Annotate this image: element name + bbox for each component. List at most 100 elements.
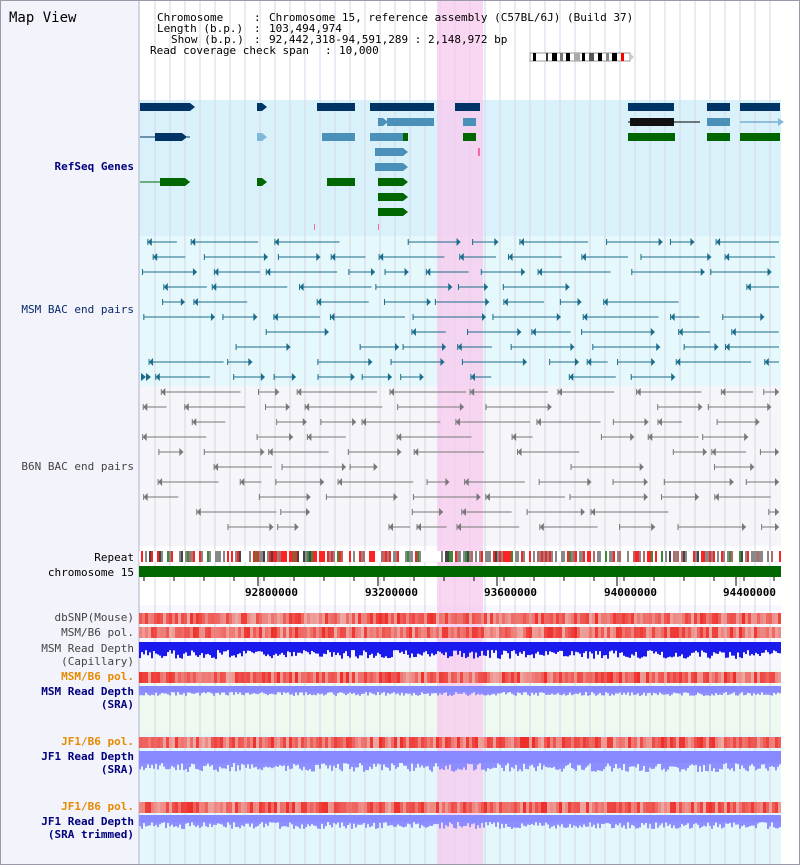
- read-depth-bar: [151, 686, 153, 695]
- read-depth-bar: [605, 751, 607, 767]
- polymorphism-cell: [778, 613, 781, 624]
- polymorphism-cell: [484, 627, 487, 638]
- read-depth-bar: [683, 686, 685, 693]
- track-label-msm-depth-capillary[interactable]: MSM Read Depth: [41, 642, 134, 655]
- polymorphism-cell: [469, 672, 472, 683]
- read-depth-bar: [351, 751, 353, 767]
- polymorphism-cell: [547, 672, 550, 683]
- polymorphism-cell: [163, 627, 166, 638]
- read-depth-bar: [463, 815, 465, 826]
- read-depth-bar: [585, 686, 587, 693]
- read-depth-bar: [495, 686, 497, 696]
- bac-end: [650, 328, 655, 336]
- repeat-element: [167, 551, 169, 562]
- read-depth-bar: [567, 642, 569, 657]
- read-depth-bar: [595, 751, 597, 772]
- track-label-refseq[interactable]: RefSeq Genes: [54, 160, 134, 173]
- read-depth-bar: [533, 815, 535, 826]
- read-depth-bar: [195, 642, 197, 656]
- polymorphism-cell: [472, 737, 475, 748]
- polymorphism-cell: [406, 802, 409, 813]
- read-depth-bar: [417, 642, 419, 654]
- read-depth-bar: [387, 751, 389, 768]
- read-depth-bar: [193, 815, 195, 826]
- polymorphism-cell: [592, 802, 595, 813]
- polymorphism-cell: [262, 627, 265, 638]
- read-depth-bar: [529, 815, 531, 825]
- repeat-element: [737, 551, 739, 562]
- read-depth-bar: [555, 751, 557, 770]
- polymorphism-cell: [451, 802, 454, 813]
- read-depth-bar: [641, 751, 643, 771]
- read-depth-bar: [485, 815, 487, 823]
- polymorphism-cell: [697, 627, 700, 638]
- track-label-msm-b6-pol-sra[interactable]: MSM/B6 pol.: [61, 670, 134, 683]
- refseq-genes-track[interactable]: [140, 103, 784, 230]
- polymorphism-cell: [742, 672, 745, 683]
- read-depth-bar: [371, 642, 373, 654]
- read-depth-bar: [349, 751, 351, 770]
- chromosome-ideogram-icon[interactable]: [529, 52, 634, 62]
- read-depth-bar: [717, 815, 719, 828]
- polymorphism-cell: [142, 672, 145, 683]
- track-label-msm-bac[interactable]: MSM BAC end pairs: [21, 303, 134, 316]
- read-depth-bar: [193, 751, 195, 765]
- read-depth-bar: [493, 686, 495, 694]
- read-depth-bar: [517, 686, 519, 693]
- polymorphism-cell: [643, 672, 646, 683]
- read-depth-bar: [701, 815, 703, 827]
- read-depth-bar: [523, 751, 525, 764]
- track-label-repeat[interactable]: Repeat: [94, 551, 134, 564]
- track-label-jf1-depth-sra[interactable]: JF1 Read Depth: [41, 750, 134, 763]
- polymorphism-cell: [655, 802, 658, 813]
- polymorphism-cell: [337, 613, 340, 624]
- track-label-dbsnp[interactable]: dbSNP(Mouse): [54, 611, 134, 624]
- track-label-jf1-b6-pol[interactable]: JF1/B6 pol.: [61, 735, 134, 748]
- polymorphism-cell: [229, 627, 232, 638]
- read-depth-bar: [753, 686, 755, 694]
- polymorphism-cell: [655, 672, 658, 683]
- repeat-element: [287, 551, 289, 562]
- polymorphism-cell: [235, 737, 238, 748]
- track-label-msm-b6-pol[interactable]: MSM/B6 pol.: [61, 626, 134, 639]
- track-label-chromosome[interactable]: chromosome 15: [47, 566, 134, 579]
- polymorphism-cell: [382, 613, 385, 624]
- read-depth-bar: [203, 815, 205, 823]
- read-depth-bar: [697, 751, 699, 772]
- read-depth-tracks[interactable]: [139, 642, 781, 829]
- msm-bac-track[interactable]: [141, 238, 779, 381]
- polymorphism-cell: [247, 672, 250, 683]
- read-depth-bar: [729, 642, 731, 653]
- polymorphism-cell: [196, 802, 199, 813]
- track-label-b6n-bac[interactable]: B6N BAC end pairs: [21, 460, 134, 473]
- read-depth-bar: [463, 686, 465, 693]
- read-depth-bar: [159, 815, 161, 825]
- read-depth-bar: [379, 686, 381, 695]
- repeat-track[interactable]: [139, 551, 781, 562]
- polymorphism-cell: [439, 737, 442, 748]
- read-depth-bar: [581, 686, 583, 696]
- read-depth-bar: [535, 751, 537, 772]
- read-depth-bar: [739, 815, 741, 829]
- track-label-jf1-b6-pol-trimmed[interactable]: JF1/B6 pol.: [61, 800, 134, 813]
- read-depth-bar: [291, 642, 293, 657]
- read-depth-bar: [547, 686, 549, 695]
- b6n-bac-track[interactable]: [142, 388, 779, 531]
- polymorphism-tracks[interactable]: [139, 613, 781, 813]
- polymorphism-cell: [400, 737, 403, 748]
- repeat-element: [521, 551, 523, 562]
- repeat-element: [771, 551, 773, 562]
- read-depth-bar: [291, 686, 293, 695]
- read-depth-bar: [691, 751, 693, 765]
- track-label-jf1-depth-trimmed[interactable]: JF1 Read Depth: [41, 815, 134, 828]
- polymorphism-cell: [535, 672, 538, 683]
- repeat-element: [777, 551, 779, 562]
- gene-feature: [314, 224, 315, 230]
- read-depth-bar: [355, 751, 357, 768]
- chromosome-bar[interactable]: [139, 566, 781, 586]
- read-depth-bar: [341, 751, 343, 772]
- polymorphism-cell: [454, 613, 457, 624]
- track-label-msm-depth-sra[interactable]: MSM Read Depth: [41, 685, 134, 698]
- repeat-element: [469, 551, 471, 562]
